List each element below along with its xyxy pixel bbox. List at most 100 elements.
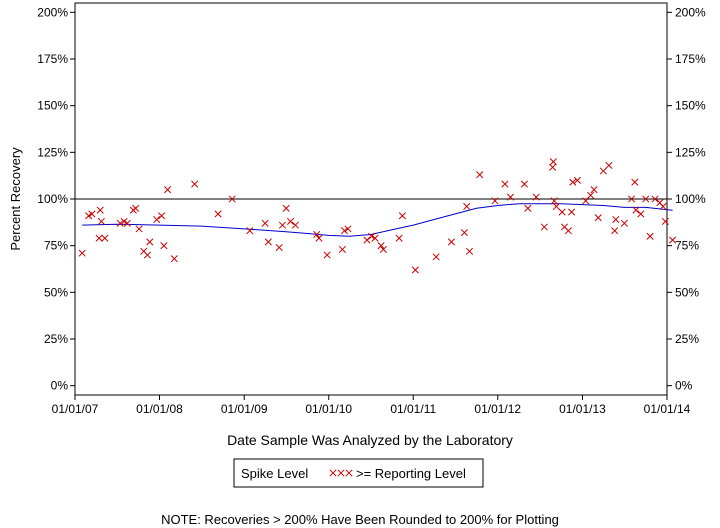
y-tick-label-right: 100% bbox=[675, 192, 706, 206]
data-point bbox=[669, 236, 677, 244]
data-point bbox=[368, 232, 376, 240]
data-point bbox=[564, 227, 572, 235]
data-point bbox=[611, 227, 619, 235]
data-point bbox=[264, 238, 272, 246]
data-point bbox=[170, 255, 178, 263]
y-tick-label-right: 150% bbox=[675, 99, 706, 113]
data-point bbox=[501, 180, 509, 188]
data-point bbox=[95, 234, 103, 242]
data-point bbox=[78, 249, 86, 257]
data-point bbox=[88, 210, 96, 218]
data-point bbox=[506, 193, 515, 201]
x-axis-label: Date Sample Was Analyzed by the Laborato… bbox=[227, 432, 513, 448]
data-point bbox=[275, 243, 283, 252]
data-point bbox=[313, 230, 321, 239]
data-point bbox=[447, 238, 456, 246]
legend-box bbox=[233, 458, 484, 488]
data-point bbox=[594, 214, 602, 222]
data-point bbox=[214, 210, 222, 218]
data-point bbox=[101, 234, 109, 242]
legend: Spike Level >= Reporting Level bbox=[233, 458, 484, 488]
y-tick-label-right: 125% bbox=[675, 145, 706, 159]
y-tick-label-left: 25% bbox=[44, 332, 68, 346]
data-point bbox=[590, 186, 598, 194]
legend-marker-x bbox=[329, 469, 353, 477]
data-point bbox=[338, 245, 346, 253]
trend-layer bbox=[82, 203, 673, 237]
data-point bbox=[520, 180, 528, 188]
data-point bbox=[323, 251, 331, 259]
data-point bbox=[158, 212, 166, 220]
x-tick-label: 01/01/07 bbox=[52, 402, 99, 416]
data-point bbox=[344, 225, 352, 233]
data-point bbox=[85, 212, 93, 220]
x-tick-label: 01/01/09 bbox=[221, 402, 268, 416]
data-point bbox=[463, 202, 471, 211]
footnote: NOTE: Recoveries > 200% Have Been Rounde… bbox=[161, 512, 559, 527]
data-point bbox=[569, 178, 577, 186]
data-point bbox=[123, 219, 131, 227]
data-point bbox=[191, 180, 199, 188]
data-point bbox=[476, 171, 484, 179]
data-point bbox=[379, 245, 387, 253]
trend-line bbox=[82, 203, 673, 237]
data-point bbox=[558, 208, 566, 216]
data-point bbox=[631, 178, 639, 186]
y-tick-label-left: 125% bbox=[37, 145, 68, 159]
data-point bbox=[160, 242, 168, 250]
data-point bbox=[550, 197, 558, 205]
data-point bbox=[549, 158, 557, 166]
data-point bbox=[377, 242, 385, 250]
data-point bbox=[398, 212, 406, 220]
data-point bbox=[395, 234, 403, 242]
data-point bbox=[587, 191, 595, 199]
y-tick-label-right: 0% bbox=[675, 379, 693, 393]
x-tick-label: 01/01/08 bbox=[136, 402, 183, 416]
y-tick-label-right: 200% bbox=[675, 5, 706, 19]
data-point bbox=[432, 253, 440, 261]
data-point bbox=[612, 215, 620, 224]
y-tick-label-left: 0% bbox=[51, 379, 69, 393]
data-point bbox=[532, 193, 540, 201]
y-tick-label-left: 200% bbox=[37, 5, 68, 19]
data-point bbox=[411, 266, 419, 274]
tick-labels: 0% 0% 25% 25% 50% 50% 75% 75% 100% 100% 125% 125% 15… bbox=[37, 5, 706, 416]
x-tick-label: 01/01/13 bbox=[559, 402, 606, 416]
y-tick-label-right: 25% bbox=[675, 332, 699, 346]
y-tick-label-left: 50% bbox=[44, 285, 68, 299]
data-point bbox=[286, 217, 295, 225]
y-tick-label-right: 50% bbox=[675, 285, 699, 299]
data-points bbox=[78, 158, 677, 274]
data-point bbox=[96, 206, 104, 214]
x-tick-label: 01/01/11 bbox=[390, 402, 436, 416]
data-point bbox=[143, 251, 152, 259]
data-point bbox=[599, 167, 607, 175]
legend-title: Spike Level bbox=[241, 466, 308, 481]
data-point bbox=[568, 208, 576, 216]
data-point bbox=[246, 227, 254, 235]
y-tick-label-left: 75% bbox=[44, 239, 68, 253]
data-point bbox=[540, 223, 548, 231]
x-tick-label: 01/01/12 bbox=[474, 402, 521, 416]
data-point bbox=[120, 217, 128, 225]
legend-x-marker bbox=[329, 469, 337, 477]
data-point bbox=[315, 234, 323, 242]
data-point bbox=[632, 206, 640, 214]
data-point bbox=[340, 227, 349, 235]
data-point bbox=[524, 204, 532, 212]
legend-x-marker bbox=[337, 469, 345, 477]
data-point bbox=[135, 225, 143, 233]
data-point bbox=[363, 236, 371, 244]
x-tick-label: 01/01/10 bbox=[305, 402, 352, 416]
data-point bbox=[460, 229, 468, 237]
y-tick-label-right: 175% bbox=[675, 52, 706, 66]
data-point bbox=[371, 234, 379, 242]
data-point bbox=[132, 204, 140, 212]
y-axis-label: Percent Recovery bbox=[8, 147, 23, 251]
data-point bbox=[491, 197, 499, 205]
data-point bbox=[637, 210, 645, 218]
y-tick-label-left: 150% bbox=[37, 99, 68, 113]
data-point bbox=[282, 204, 290, 212]
legend-entry-label: >= Reporting Level bbox=[356, 466, 466, 481]
data-point bbox=[646, 232, 654, 240]
